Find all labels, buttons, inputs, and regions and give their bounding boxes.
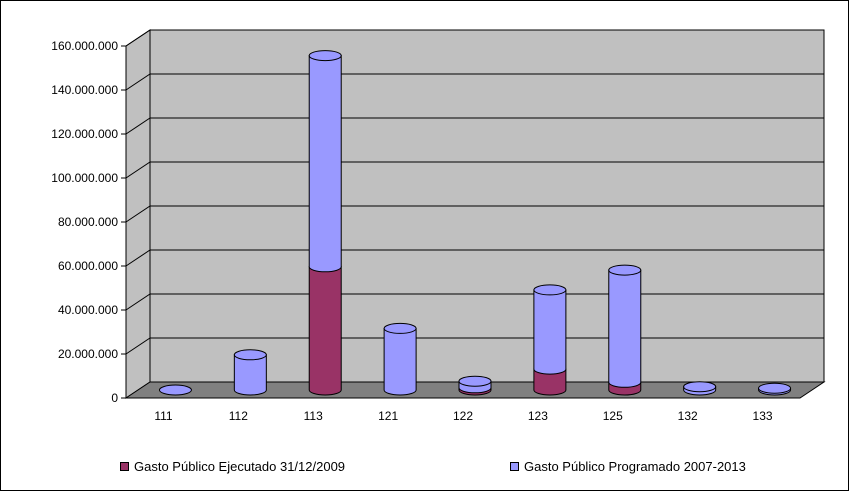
- bar-cap-112: [233, 349, 267, 361]
- gridline: [125, 161, 824, 179]
- x-tick-label-122: 122: [453, 409, 473, 423]
- y-tick-label: 20.000.000: [58, 347, 118, 361]
- legend-swatch-ejecutado: [120, 461, 129, 471]
- gridline: [125, 205, 824, 223]
- gridline: [125, 73, 824, 91]
- legend-label-programado: Gasto Público Programado 2007-2013: [524, 458, 746, 474]
- x-tick-label-121: 121: [378, 409, 398, 423]
- x-tick-label-132: 132: [678, 409, 698, 423]
- legend-item-programado: Gasto Público Programado 2007-2013: [510, 456, 746, 476]
- y-tick-label: 160.000.000: [51, 39, 118, 53]
- y-tick-label: 0: [111, 391, 118, 405]
- y-tick-label: 80.000.000: [58, 215, 118, 229]
- bar-cap-113: [308, 50, 342, 62]
- bar-121-series-1: [383, 327, 417, 396]
- gridline: [125, 337, 824, 355]
- x-tick-label-112: 112: [229, 409, 248, 423]
- bar-123-series-0: [533, 368, 567, 396]
- bar-cap-122: [458, 375, 492, 387]
- y-tick-label: 120.000.000: [51, 127, 118, 141]
- bar-cap-121: [383, 322, 417, 334]
- gridline: [125, 249, 824, 267]
- x-tick-label-113: 113: [304, 409, 323, 423]
- bar-cap-111: [158, 384, 192, 396]
- bar-113-series-0: [308, 266, 342, 396]
- x-tick-label-133: 133: [753, 409, 773, 423]
- bar-113-series-1: [308, 55, 342, 273]
- y-tick-label: 100.000.000: [51, 171, 118, 185]
- bar-cap-133: [758, 382, 792, 394]
- x-tick-label-123: 123: [528, 409, 548, 423]
- gridline: [125, 117, 824, 135]
- legend-swatch-programado: [510, 461, 519, 471]
- legend-item-ejecutado: Gasto Público Ejecutado 31/12/2009: [120, 456, 345, 476]
- bar-123-series-1: [533, 289, 567, 375]
- bar-cap-125: [608, 264, 642, 276]
- bar-112-series-1: [233, 354, 267, 396]
- bar-125-series-1: [608, 269, 642, 388]
- bar-cap-123: [533, 284, 567, 296]
- y-tick-label: 60.000.000: [58, 259, 118, 273]
- legend-label-ejecutado: Gasto Público Ejecutado 31/12/2009: [134, 458, 346, 474]
- gridline: [125, 29, 824, 47]
- y-tick-label: 140.000.000: [51, 83, 118, 97]
- bar-cap-132: [683, 381, 717, 393]
- x-tick-label-125: 125: [603, 409, 623, 423]
- x-tick-label-111: 111: [154, 409, 173, 423]
- y-tick-label: 40.000.000: [58, 303, 118, 317]
- gridline: [125, 293, 824, 311]
